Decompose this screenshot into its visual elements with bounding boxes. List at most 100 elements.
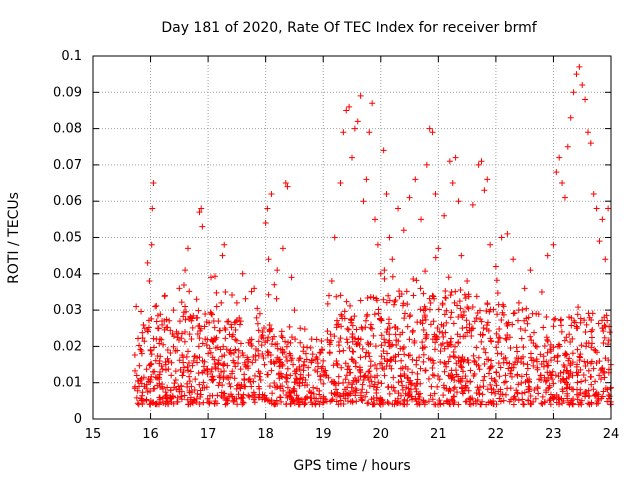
data-point [354, 118, 361, 125]
band-point [351, 313, 358, 320]
band-point [292, 370, 299, 377]
data-point [328, 278, 335, 285]
band-point [510, 401, 517, 408]
band-point [163, 324, 170, 331]
band-point [441, 384, 448, 391]
band-point [592, 391, 599, 398]
band-point [348, 356, 355, 363]
band-point [266, 327, 273, 334]
band-point [136, 342, 143, 349]
band-point [359, 345, 366, 352]
band-point [162, 366, 169, 373]
band-point [293, 398, 300, 405]
band-point [363, 389, 370, 396]
band-point [290, 361, 297, 368]
band-point [381, 372, 388, 379]
band-point [547, 341, 554, 348]
band-point [194, 331, 201, 338]
band-point [187, 313, 194, 320]
band-point [366, 383, 373, 390]
band-point [558, 322, 565, 329]
band-point [465, 305, 472, 312]
data-point [573, 71, 580, 78]
band-point [439, 301, 446, 308]
band-point [476, 384, 483, 391]
band-point [378, 380, 385, 387]
band-point [544, 369, 551, 376]
band-point [478, 318, 485, 325]
band-point [434, 334, 441, 341]
band-point [409, 356, 416, 363]
band-point [336, 338, 343, 345]
band-point [401, 371, 408, 378]
band-point [484, 319, 491, 326]
data-point [357, 92, 364, 99]
band-point [220, 361, 227, 368]
band-point [414, 376, 421, 383]
band-point [305, 364, 312, 371]
band-point [220, 394, 227, 401]
band-point [385, 383, 392, 390]
band-point [411, 339, 418, 346]
band-point [470, 352, 477, 359]
band-point [331, 390, 338, 397]
band-point [234, 360, 241, 367]
band-point [273, 358, 280, 365]
band-point [189, 362, 196, 369]
band-point [384, 350, 391, 357]
band-point [574, 325, 581, 332]
band-point [349, 331, 356, 338]
band-point [284, 375, 291, 382]
band-point [335, 373, 342, 380]
band-point [480, 345, 487, 352]
band-point [176, 318, 183, 325]
band-point [448, 335, 455, 342]
data-point [147, 361, 154, 368]
band-point [570, 317, 577, 324]
data-point [184, 245, 191, 252]
band-point [211, 400, 218, 407]
band-point [448, 341, 455, 348]
band-point [495, 301, 502, 308]
band-point [324, 300, 331, 307]
band-point [459, 390, 466, 397]
data-point [582, 96, 589, 103]
band-point [565, 357, 572, 364]
band-point [156, 358, 163, 365]
band-point [392, 297, 399, 304]
y-tick-label: 0 [74, 412, 82, 427]
band-point [446, 353, 453, 360]
band-point [204, 395, 211, 402]
band-point [495, 334, 502, 341]
data-point [544, 252, 551, 259]
band-point [288, 334, 295, 341]
band-point [601, 334, 608, 341]
band-point [228, 370, 235, 377]
band-point [582, 377, 589, 384]
band-point [585, 367, 592, 374]
band-point [362, 353, 369, 360]
band-point [534, 358, 541, 365]
band-point [407, 381, 414, 388]
band-point [365, 376, 372, 383]
band-point [471, 318, 478, 325]
band-point [240, 391, 247, 398]
band-point [450, 349, 457, 356]
band-point [563, 334, 570, 341]
band-point [229, 291, 236, 298]
band-point [346, 344, 353, 351]
band-point [475, 386, 482, 393]
band-point [328, 397, 335, 404]
band-point [457, 378, 464, 385]
data-point [182, 267, 189, 274]
band-point [493, 401, 500, 408]
band-point [384, 326, 391, 333]
band-point [590, 365, 597, 372]
band-point [495, 339, 502, 346]
band-point [520, 353, 527, 360]
band-point [287, 339, 294, 346]
band-point [297, 339, 304, 346]
band-point [437, 400, 444, 407]
data-point [288, 274, 295, 281]
band-point [457, 287, 464, 294]
